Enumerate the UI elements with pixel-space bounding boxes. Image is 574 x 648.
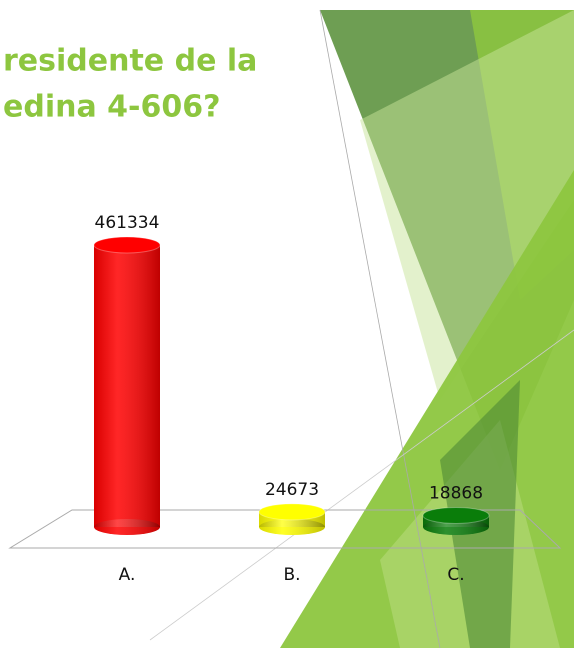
bar-top	[423, 507, 489, 523]
chart-title: edina 4-606?	[3, 90, 221, 125]
slide: residente de la edina 4-606? 461334 A. 246…	[0, 0, 574, 648]
bar-top	[94, 237, 160, 253]
chart-title: residente de la	[3, 44, 257, 79]
bar-shade	[94, 245, 160, 527]
value-label: 24673	[265, 480, 319, 500]
x-tick-label: A.	[119, 565, 136, 585]
bar-base-shade	[259, 519, 325, 535]
value-label: 461334	[95, 213, 160, 233]
bar-base-shade	[94, 519, 160, 535]
x-tick-label: B.	[283, 565, 300, 585]
bar-top	[259, 504, 325, 520]
value-label: 18868	[429, 483, 483, 503]
x-tick-label: C.	[447, 565, 464, 585]
